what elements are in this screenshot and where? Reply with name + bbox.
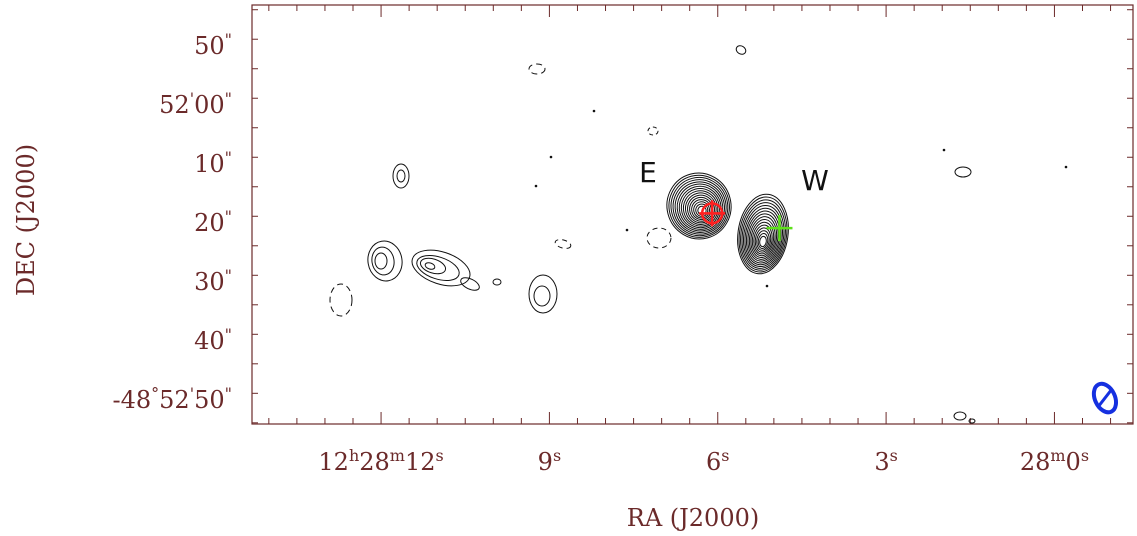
contour-w xyxy=(759,236,767,247)
contour-blob xyxy=(375,253,387,269)
beam-ellipse xyxy=(1090,380,1121,416)
contour-neg xyxy=(330,284,352,316)
source-label-w: W xyxy=(801,164,829,197)
x-tick-label: 12h28m12s xyxy=(318,446,443,476)
contour-neg xyxy=(647,228,671,248)
y-tick-label: 50" xyxy=(194,30,232,60)
x-tick-label: 3s xyxy=(874,446,898,476)
contour-speck xyxy=(550,156,553,159)
y-tick-label: 40" xyxy=(194,325,232,355)
contour-speck xyxy=(766,285,769,288)
contour-blob xyxy=(370,245,397,276)
contour-speck xyxy=(535,185,538,188)
x-tick-label: 6s xyxy=(706,446,730,476)
contour-blob xyxy=(955,167,971,177)
source-label-e: E xyxy=(639,156,657,189)
y-tick-label: 30" xyxy=(194,266,232,296)
y-tick-label: 20" xyxy=(194,207,232,237)
contour-blob xyxy=(534,286,550,306)
contour-speck xyxy=(1065,166,1068,169)
contour-blob xyxy=(424,262,435,271)
contour-speck xyxy=(593,110,596,113)
contour-blob xyxy=(414,251,463,286)
contour-neg xyxy=(648,127,658,135)
contour-layer xyxy=(330,44,1067,423)
contour-neg xyxy=(554,238,572,250)
contour-blob xyxy=(408,244,475,293)
contour-speck xyxy=(943,149,946,152)
contour-blob xyxy=(529,275,557,313)
contour-blob xyxy=(493,279,501,285)
contour-blob xyxy=(365,238,405,283)
x-axis-label: RA (J2000) xyxy=(627,504,759,532)
contour-blob xyxy=(735,44,748,56)
contour-blob xyxy=(397,170,405,182)
contour-blob xyxy=(954,412,966,420)
y-tick-label: 52'00" xyxy=(159,89,232,119)
y-tick-label: -48°52'50" xyxy=(112,384,232,414)
contour-speck xyxy=(626,229,629,232)
y-tick-label: 10" xyxy=(194,148,232,178)
contour-blob xyxy=(459,275,481,293)
contour-neg xyxy=(529,64,545,74)
contour-blob xyxy=(393,164,409,188)
x-tick-label: 9s xyxy=(538,446,562,476)
y-axis-label: DEC (J2000) xyxy=(12,144,40,296)
x-tick-label: 28m0s xyxy=(1020,446,1089,476)
